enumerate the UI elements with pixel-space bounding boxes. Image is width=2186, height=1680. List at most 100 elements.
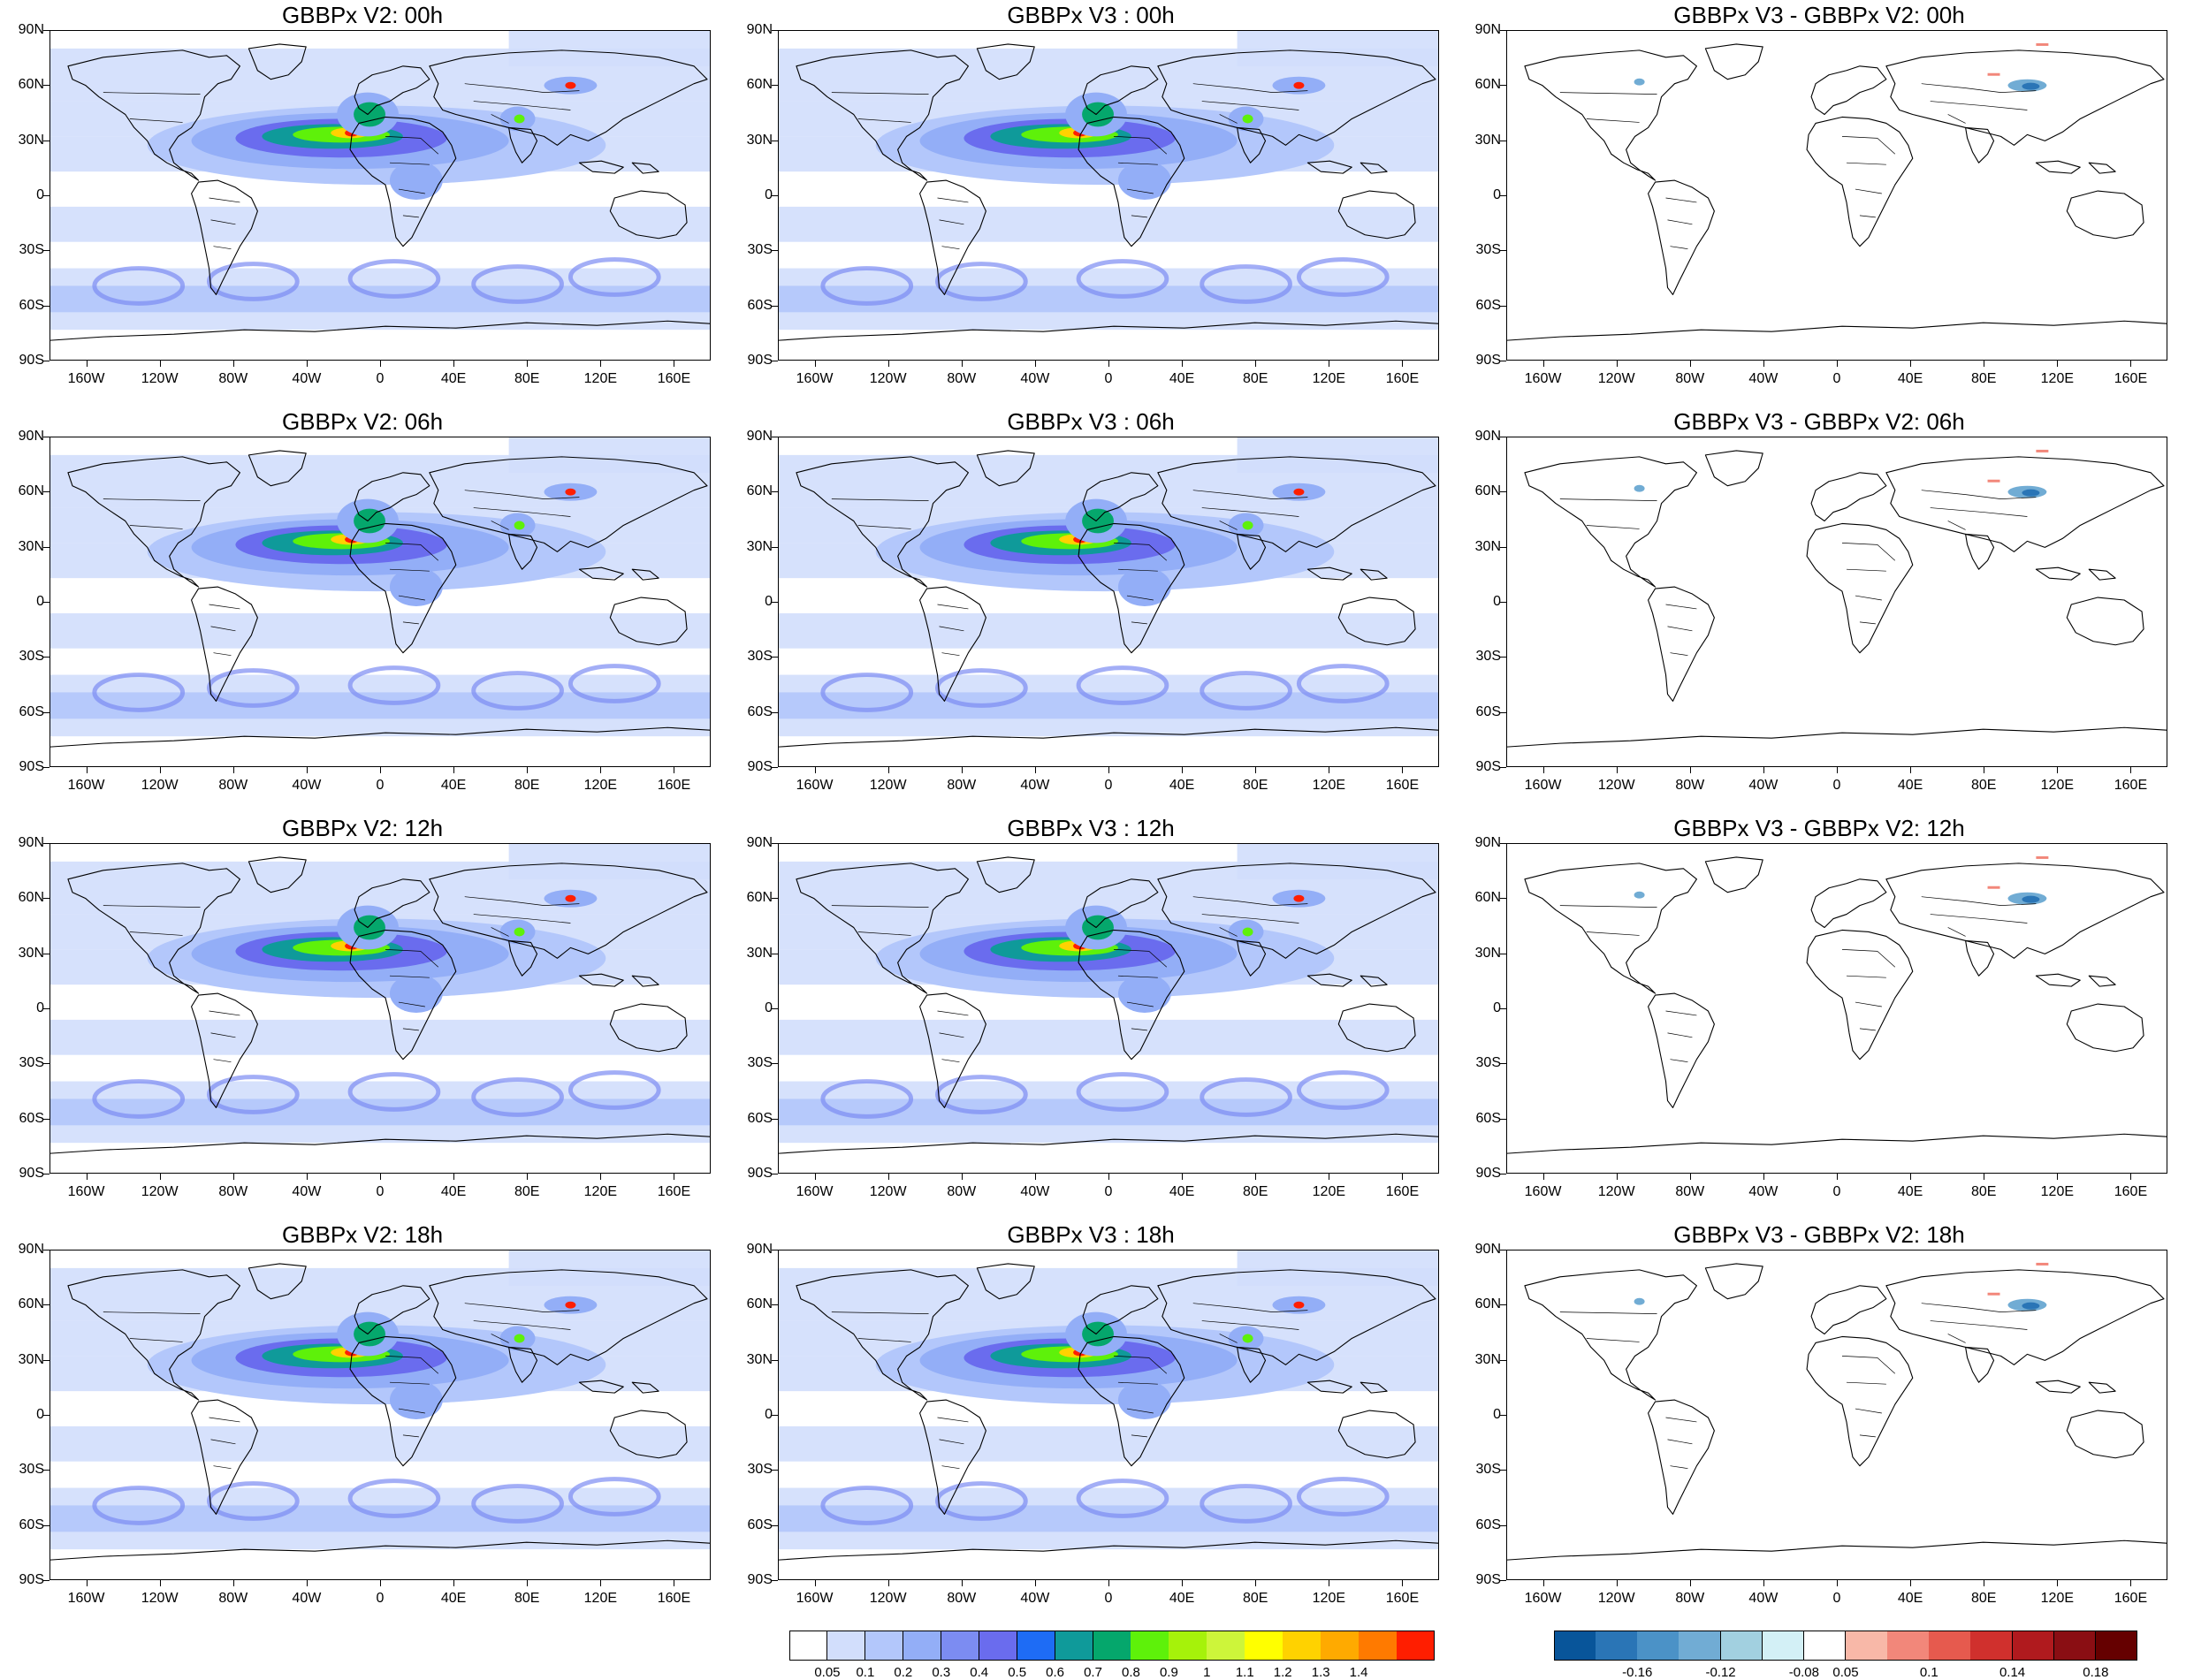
lat-tick <box>1500 657 1506 658</box>
map-canvas <box>50 31 710 341</box>
lon-tick <box>453 1174 455 1180</box>
panel-title: GBBPx V3 : 12h <box>1007 815 1175 841</box>
lon-label: 0 <box>1832 1591 1841 1606</box>
lat-tick <box>43 1063 50 1065</box>
colorbar-swatch <box>1679 1631 1722 1661</box>
lon-tick <box>600 767 602 773</box>
colorbar-label: 0.6 <box>1046 1665 1064 1680</box>
lon-label: 120W <box>869 778 907 793</box>
lon-tick <box>86 767 88 773</box>
lat-label: 90N <box>18 835 44 850</box>
lon-label: 40E <box>1169 371 1195 386</box>
lon-label: 40E <box>1897 371 1923 386</box>
lon-label: 120E <box>583 371 618 386</box>
lon-tick <box>1616 361 1618 367</box>
lon-tick <box>1689 1174 1691 1180</box>
lat-label: 30N <box>18 538 44 554</box>
map-panel: GBBPx V3 : 00h 90N 60N 30N 0 30S 60S 90S 160W 120… <box>728 2 1453 408</box>
lon-label: 80E <box>1970 778 1997 793</box>
lat-label: 30N <box>746 945 773 961</box>
lon-label: 160W <box>796 1184 834 1199</box>
lon-tick <box>2057 1580 2059 1586</box>
lon-label: 40E <box>1169 778 1195 793</box>
lon-tick <box>1616 1580 1618 1586</box>
lon-tick <box>887 1174 889 1180</box>
lat-tick <box>772 1470 778 1471</box>
map-panel: GBBPx V2: 06h 90N 60N 30N 0 30S 60S 90S 160W 120W… <box>0 408 725 815</box>
lon-label: 80W <box>947 371 977 386</box>
lon-label: 80W <box>1675 1591 1705 1606</box>
aod-field <box>50 844 710 1144</box>
lon-tick <box>527 1174 529 1180</box>
lat-tick <box>43 843 50 844</box>
lat-tick <box>43 305 50 307</box>
lon-tick <box>1763 1580 1764 1586</box>
lat-tick <box>43 1580 50 1581</box>
lat-label: 30N <box>746 538 773 554</box>
lat-label: 30N <box>746 132 773 148</box>
colorbar-label: -0.08 <box>1788 1665 1819 1680</box>
lon-label: 80W <box>218 371 248 386</box>
lon-tick <box>2130 1580 2132 1586</box>
lat-tick <box>772 546 778 548</box>
lon-tick <box>1034 1174 1036 1180</box>
lat-label: 30S <box>747 649 773 665</box>
lon-label: 120W <box>1597 371 1635 386</box>
lat-tick <box>1500 1063 1506 1065</box>
lat-label: 60S <box>747 703 773 719</box>
colorbar-swatch <box>1245 1631 1283 1661</box>
colorbar-label: 0.05 <box>1832 1665 1859 1680</box>
lon-label: 0 <box>1104 1184 1113 1199</box>
lon-label: 160E <box>657 1591 691 1606</box>
lat-tick <box>43 1415 50 1416</box>
lat-tick <box>772 898 778 900</box>
lon-tick <box>306 1580 308 1586</box>
map-canvas <box>1507 449 2167 748</box>
lon-tick <box>159 1580 161 1586</box>
coastlines <box>1507 43 2167 341</box>
lat-tick <box>1500 898 1506 900</box>
panel-title: GBBPx V3 : 18h <box>1007 1221 1175 1248</box>
lon-tick <box>527 361 529 367</box>
lon-label: 40E <box>1897 1184 1923 1199</box>
lat-label: 60N <box>746 77 773 93</box>
lon-tick <box>232 1580 234 1586</box>
lat-label: 0 <box>1493 594 1501 609</box>
lat-tick <box>43 195 50 196</box>
lon-label: 40W <box>1748 1184 1779 1199</box>
lon-tick <box>961 1174 963 1180</box>
lat-tick <box>772 305 778 307</box>
map-frame <box>50 843 711 1174</box>
lat-label: 60S <box>19 1110 44 1126</box>
lat-tick <box>1500 250 1506 252</box>
lat-tick <box>772 1359 778 1361</box>
lon-label: 80W <box>1675 778 1705 793</box>
lon-tick <box>380 1580 381 1586</box>
lon-label: 40W <box>1020 371 1050 386</box>
lon-tick <box>306 1174 308 1180</box>
map-frame <box>50 30 711 361</box>
map-frame <box>1506 843 2167 1174</box>
lon-tick <box>1763 767 1764 773</box>
lon-label: 80E <box>1242 371 1268 386</box>
lon-tick <box>1034 767 1036 773</box>
lat-tick <box>43 711 50 713</box>
map-panel: GBBPx V3 : 06h 90N 60N 30N 0 30S 60S 90S 160W 120… <box>728 408 1453 815</box>
lon-tick <box>86 361 88 367</box>
lat-label: 30S <box>747 242 773 258</box>
lon-label: 160E <box>657 371 691 386</box>
colorbar-diff: -0.16 -0.12 -0.08 0.05 0.1 0.14 0.18 <box>1554 1631 2138 1680</box>
lon-tick <box>1910 767 1912 773</box>
lat-label: 0 <box>1493 187 1501 202</box>
map-panel: GBBPx V2: 12h 90N 60N 30N 0 30S 60S 90S 160W 120W… <box>0 815 725 1221</box>
lon-tick <box>600 1580 602 1586</box>
lat-tick <box>43 602 50 603</box>
colorbar-label: 0.7 <box>1084 1665 1102 1680</box>
lon-label: 40W <box>292 1184 322 1199</box>
lon-tick <box>232 361 234 367</box>
lat-label: 30N <box>18 945 44 961</box>
colorbar-swatch <box>1762 1631 1805 1661</box>
lat-label: 30S <box>747 1055 773 1071</box>
lat-tick <box>772 195 778 196</box>
colorbar-swatch <box>1397 1631 1436 1661</box>
